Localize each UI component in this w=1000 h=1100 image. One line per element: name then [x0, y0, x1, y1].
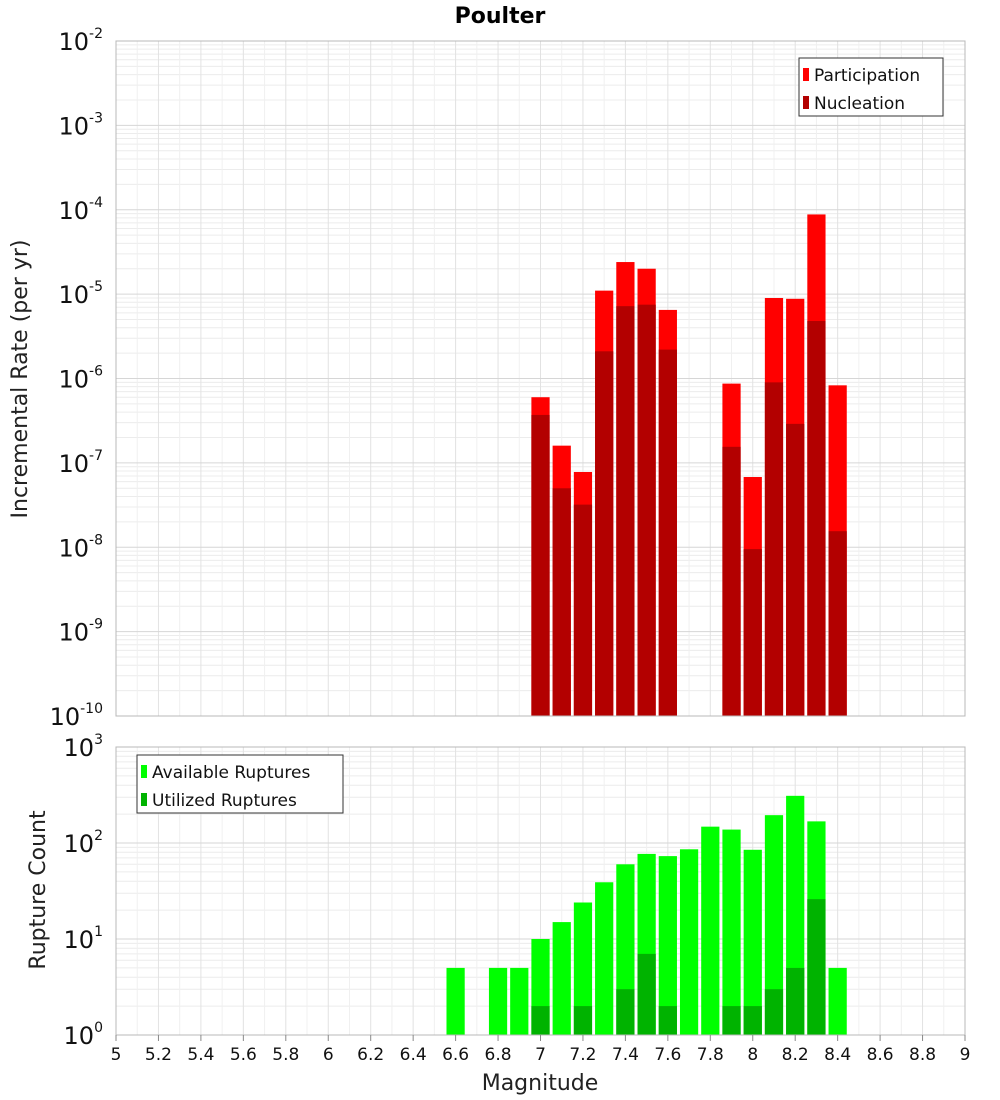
x-tick-label: 5.4 — [187, 1045, 214, 1065]
y-tick-label: 10-3 — [58, 110, 103, 140]
bar-primary — [722, 829, 741, 1035]
y-tick-label: 10-6 — [58, 364, 103, 394]
bar-secondary — [531, 1006, 550, 1035]
bar-secondary — [722, 446, 741, 716]
bar-secondary — [531, 414, 550, 716]
x-axis: 5 5.2 5.4 5.6 5.8 6 6.2 6.4 6.6 6.8 7 7.2 7.4 7.6 7.8 8… — [111, 1035, 971, 1065]
x-axis-label: Magnitude — [482, 1071, 599, 1096]
bar-secondary — [786, 967, 805, 1035]
rate-panel: 10-10 10-9 10-8 10-7 10-6 10-5 10-4 10-3 10-2 Par… — [50, 26, 966, 731]
x-tick-label: 7.6 — [654, 1045, 681, 1065]
y-tick-label: 102 — [64, 828, 103, 858]
y-tick-label: 10-9 — [58, 617, 103, 647]
bar-secondary — [616, 989, 635, 1035]
count-panel: 100 101 102 103 Available Ruptures Utilized R… — [64, 732, 966, 1050]
y-tick-label: 101 — [64, 924, 103, 954]
bar-secondary — [552, 488, 571, 716]
bar-secondary — [573, 1006, 593, 1035]
bar-secondary — [764, 989, 784, 1035]
legend-label: Utilized Ruptures — [152, 791, 297, 811]
bar-secondary — [616, 306, 635, 716]
x-tick-label: 6.8 — [485, 1045, 512, 1065]
legend-label: Nucleation — [814, 94, 905, 114]
bar-secondary — [637, 953, 656, 1035]
rate-legend: Participation Nucleation — [798, 57, 944, 117]
y-tick-label: 10-8 — [58, 532, 103, 562]
bar-secondary — [807, 899, 826, 1035]
rate-legend-box — [798, 57, 944, 117]
bar-primary — [828, 967, 847, 1035]
legend-label: Available Ruptures — [152, 763, 310, 783]
bar-primary — [743, 849, 762, 1035]
x-tick-label: 5.6 — [230, 1045, 257, 1065]
x-tick-label: 6 — [323, 1045, 334, 1065]
x-tick-label: 7.2 — [569, 1045, 596, 1065]
x-tick-label: 5.2 — [145, 1045, 172, 1065]
bar-secondary — [573, 504, 593, 716]
x-tick-label: 5.8 — [272, 1045, 299, 1065]
legend-swatch — [803, 68, 809, 81]
legend-swatch — [141, 765, 147, 778]
bar-primary — [573, 902, 593, 1035]
bar-primary — [488, 967, 508, 1035]
y-axis-label-rate: Incremental Rate (per yr) — [8, 240, 33, 519]
x-tick-label: 6.2 — [357, 1045, 384, 1065]
bar-primary — [552, 922, 571, 1035]
x-tick-label: 8 — [747, 1045, 758, 1065]
bar-secondary — [658, 349, 677, 716]
x-tick-label: 8.4 — [824, 1045, 851, 1065]
x-tick-label: 8.6 — [867, 1045, 894, 1065]
bar-primary — [595, 882, 614, 1035]
y-tick-label: 10-5 — [58, 279, 103, 309]
y-tick-label: 10-2 — [58, 26, 103, 56]
legend-swatch — [141, 793, 147, 806]
bar-primary — [446, 967, 465, 1035]
bar-primary — [764, 815, 784, 1035]
bar-primary — [658, 856, 677, 1035]
bar-secondary — [764, 382, 784, 716]
x-tick-label: 6.6 — [442, 1045, 469, 1065]
bar-secondary — [743, 1006, 762, 1035]
bar-secondary — [722, 1006, 741, 1035]
x-tick-label: 5 — [111, 1045, 122, 1065]
bar-secondary — [658, 1006, 677, 1035]
x-tick-label: 7.8 — [697, 1045, 724, 1065]
x-tick-label: 8.2 — [782, 1045, 809, 1065]
y-tick-label: 10-10 — [50, 701, 103, 731]
y-axis-label-count: Rupture Count — [26, 810, 51, 970]
legend-swatch — [803, 96, 809, 109]
bar-secondary — [807, 321, 826, 716]
y-tick-label: 100 — [64, 1020, 103, 1050]
bar-secondary — [595, 351, 614, 716]
legend-label: Participation — [814, 66, 920, 86]
y-tick-label: 10-7 — [58, 448, 103, 478]
bar-secondary — [637, 304, 656, 716]
rate-plot-frame — [115, 40, 966, 717]
chart-title: Poulter — [455, 4, 546, 29]
count-legend-box — [136, 754, 344, 814]
bar-primary — [510, 967, 529, 1035]
x-tick-label: 6.4 — [400, 1045, 427, 1065]
y-tick-label: 10-4 — [58, 195, 103, 225]
bar-secondary — [828, 531, 847, 716]
bar-secondary — [743, 549, 762, 716]
x-tick-label: 7 — [535, 1045, 546, 1065]
x-tick-label: 8.8 — [909, 1045, 936, 1065]
bar-primary — [679, 849, 699, 1035]
x-tick-label: 7.4 — [612, 1045, 639, 1065]
bar-secondary — [786, 423, 805, 716]
x-tick-label: 9 — [960, 1045, 971, 1065]
count-legend: Available Ruptures Utilized Ruptures — [136, 754, 344, 814]
y-tick-label: 103 — [64, 732, 103, 762]
bar-primary — [701, 826, 720, 1035]
